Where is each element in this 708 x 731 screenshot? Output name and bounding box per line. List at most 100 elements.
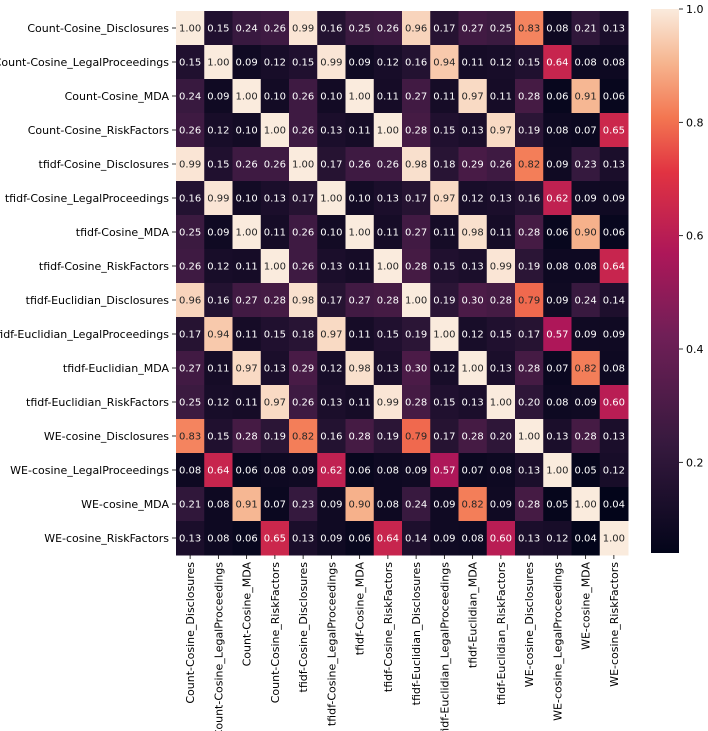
heatmap-cell bbox=[430, 79, 459, 114]
row-tick-label: tfidf-Euclidian_RiskFactors bbox=[26, 396, 169, 409]
cell-value-label: 0.17 bbox=[433, 24, 455, 35]
heatmap-cell bbox=[458, 11, 488, 46]
heatmap-cell bbox=[430, 351, 459, 386]
heatmap-cell bbox=[571, 11, 601, 46]
heatmap-cell bbox=[599, 113, 629, 148]
heatmap-cell bbox=[317, 283, 346, 318]
heatmap-cell bbox=[260, 79, 290, 114]
heatmap-cell bbox=[486, 453, 516, 488]
heatmap-cell bbox=[373, 11, 403, 46]
cell-value-label: 0.12 bbox=[461, 330, 483, 341]
heatmap-cell bbox=[176, 79, 205, 114]
cell-value-label: 1.00 bbox=[320, 194, 342, 205]
colorbar-tick-label: 0.4 bbox=[686, 343, 704, 356]
heatmap-cell bbox=[543, 181, 572, 216]
heatmap-cell bbox=[486, 113, 516, 148]
heatmap-cell bbox=[458, 487, 488, 522]
cell-value-label: 0.13 bbox=[490, 194, 512, 205]
cell-value-label: 0.12 bbox=[433, 364, 455, 375]
cell-value-label: 0.21 bbox=[179, 500, 201, 511]
heatmap-cell bbox=[204, 283, 233, 318]
cell-value-label: 0.07 bbox=[461, 466, 483, 477]
heatmap-cell bbox=[458, 351, 488, 386]
cell-value-label: 0.94 bbox=[433, 58, 455, 69]
heatmap-cell bbox=[430, 487, 459, 522]
heatmap-cell bbox=[458, 385, 488, 420]
cell-value-label: 0.17 bbox=[405, 194, 427, 205]
heatmap-cell bbox=[486, 487, 516, 522]
cell-value-label: 0.64 bbox=[377, 534, 399, 545]
cell-value-label: 0.06 bbox=[546, 92, 568, 103]
cell-value-label: 0.08 bbox=[264, 466, 286, 477]
heatmap-cell bbox=[430, 317, 459, 352]
cell-value-label: 0.82 bbox=[292, 432, 314, 443]
cell-value-label: 0.99 bbox=[320, 58, 342, 69]
cell-value-label: 0.09 bbox=[574, 330, 596, 341]
cell-value-label: 0.06 bbox=[603, 228, 625, 239]
heatmap-cell bbox=[345, 521, 375, 556]
cell-value-label: 0.12 bbox=[461, 194, 483, 205]
cell-value-label: 0.09 bbox=[433, 534, 455, 545]
heatmap-cell bbox=[317, 147, 346, 182]
heatmap-cell bbox=[260, 317, 290, 352]
cell-value-label: 0.27 bbox=[179, 364, 201, 375]
heatmap-cell bbox=[515, 351, 544, 386]
heatmap-cell bbox=[515, 147, 544, 182]
cell-value-label: 0.12 bbox=[207, 398, 229, 409]
heatmap-cell bbox=[260, 453, 290, 488]
heatmap-cell bbox=[373, 283, 403, 318]
cell-value-label: 0.15 bbox=[433, 126, 455, 137]
cell-value-label: 0.08 bbox=[377, 466, 399, 477]
heatmap-cell bbox=[345, 317, 375, 352]
cell-value-label: 1.00 bbox=[348, 228, 370, 239]
heatmap-cell bbox=[289, 419, 318, 454]
cell-value-label: 0.13 bbox=[546, 432, 568, 443]
cell-value-label: 0.13 bbox=[264, 364, 286, 375]
heatmap-cell bbox=[430, 181, 459, 216]
cell-value-label: 0.15 bbox=[433, 262, 455, 273]
heatmap-cell bbox=[204, 351, 233, 386]
heatmap-cell bbox=[599, 215, 629, 250]
cell-value-label: 1.00 bbox=[292, 160, 314, 171]
cell-value-label: 0.08 bbox=[603, 364, 625, 375]
cell-value-label: 0.99 bbox=[292, 24, 314, 35]
heatmap-cell bbox=[373, 453, 403, 488]
heatmap-cell bbox=[430, 147, 459, 182]
column-tick-label: tfidf-Cosine_Disclosures bbox=[297, 562, 310, 693]
cell-value-label: 0.12 bbox=[546, 534, 568, 545]
heatmap-cell bbox=[486, 181, 516, 216]
heatmap-cell bbox=[345, 215, 375, 250]
row-labels: Count-Cosine_Disclosures Count-Cosine_Leg… bbox=[0, 22, 176, 545]
heatmap-cell bbox=[345, 283, 375, 318]
cell-value-label: 0.29 bbox=[292, 364, 314, 375]
heatmap-cell bbox=[402, 147, 431, 182]
heatmap-cell bbox=[458, 181, 488, 216]
heatmap-cell bbox=[289, 351, 318, 386]
heatmap-cell bbox=[289, 317, 318, 352]
cell-value-label: 0.26 bbox=[292, 262, 314, 273]
cell-value-label: 0.12 bbox=[320, 364, 342, 375]
cell-value-label: 0.26 bbox=[490, 160, 512, 171]
cell-value-label: 0.12 bbox=[490, 58, 512, 69]
heatmap-cell bbox=[204, 79, 233, 114]
cell-value-label: 0.27 bbox=[405, 228, 427, 239]
heatmap-cell bbox=[402, 181, 431, 216]
cell-value-label: 0.97 bbox=[264, 398, 286, 409]
cell-value-label: 0.96 bbox=[179, 296, 201, 307]
cell-value-label: 0.24 bbox=[235, 24, 257, 35]
cell-value-label: 0.07 bbox=[546, 364, 568, 375]
heatmap-cell bbox=[260, 351, 290, 386]
heatmap-cell bbox=[345, 249, 375, 284]
cell-value-label: 0.26 bbox=[377, 24, 399, 35]
cell-value-label: 0.26 bbox=[292, 126, 314, 137]
heatmap-cell bbox=[571, 317, 601, 352]
heatmap-cell bbox=[543, 11, 572, 46]
cell-value-label: 0.11 bbox=[235, 398, 257, 409]
colorbar-tick-label: 0.6 bbox=[686, 230, 704, 243]
cell-value-label: 0.99 bbox=[207, 194, 229, 205]
cell-value-label: 0.57 bbox=[546, 330, 568, 341]
cell-value-label: 0.15 bbox=[377, 330, 399, 341]
cell-value-label: 0.28 bbox=[405, 398, 427, 409]
heatmap-cell bbox=[373, 351, 403, 386]
cell-value-label: 0.10 bbox=[320, 228, 342, 239]
